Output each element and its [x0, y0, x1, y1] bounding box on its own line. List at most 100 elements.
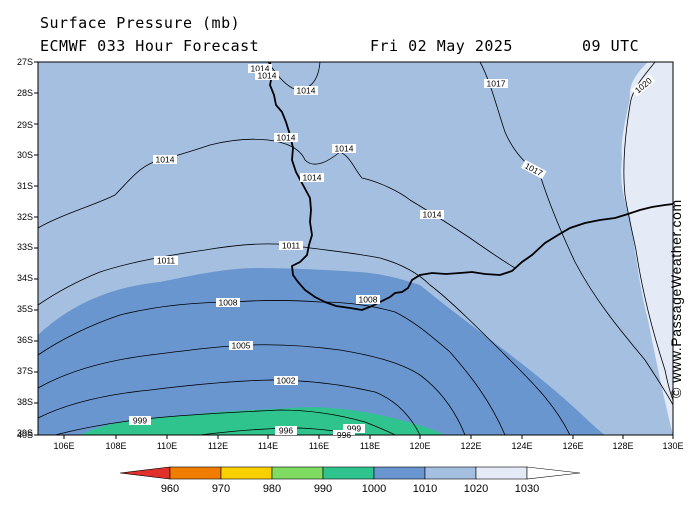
lat-label: 37S: [17, 366, 33, 376]
svg-text:1014: 1014: [423, 210, 442, 220]
isobar-1008: [38, 300, 506, 435]
isobar-label: 1011: [279, 241, 303, 251]
legend-swatch: [169, 466, 222, 480]
svg-text:1008: 1008: [359, 295, 378, 305]
svg-text:1011: 1011: [157, 256, 176, 266]
legend-value: 960: [161, 483, 179, 495]
isobar-label: 999: [129, 416, 151, 426]
legend-swatch: [271, 466, 324, 480]
lat-label: 38S: [17, 397, 33, 407]
legend-swatch: [475, 466, 528, 480]
map-title: Surface Pressure (mb): [40, 14, 241, 32]
svg-text:996: 996: [337, 430, 351, 440]
lat-label: 28S: [17, 88, 33, 98]
forecast-date: Fri 02 May 2025: [370, 37, 513, 55]
isobar-label: 1008: [356, 295, 380, 305]
isobar-999: [54, 409, 396, 435]
forecast-model: ECMWF 033 Hour Forecast: [40, 37, 260, 55]
svg-text:1014: 1014: [251, 64, 270, 74]
lon-label: 128E: [612, 441, 633, 451]
isobar-1002: [38, 379, 421, 435]
isobar-label: 1005: [229, 341, 253, 351]
lat-label: 35S: [17, 304, 33, 314]
svg-text:999: 999: [133, 416, 147, 426]
svg-text:1014: 1014: [277, 133, 296, 143]
isobar-label: 1014: [153, 155, 177, 165]
svg-text:1011: 1011: [282, 241, 301, 251]
lat-label: 30S: [17, 150, 33, 160]
lat-label: 40S: [17, 430, 33, 440]
legend-arrow-high: [526, 466, 581, 480]
isobar-label: 1014: [294, 86, 318, 96]
isobar-label: 1002: [274, 376, 298, 386]
lat-label: 39S: [17, 428, 33, 438]
svg-text:1017: 1017: [487, 79, 506, 89]
isobar-label: 996: [275, 426, 297, 436]
legend-value: 1030: [515, 483, 539, 495]
legend-swatch: [424, 466, 477, 480]
lat-label: 29S: [17, 120, 33, 130]
lon-label: 116E: [309, 441, 329, 451]
longitude-axis: 106E 108E 110E 112E 114E 116E 118E 120E …: [53, 435, 684, 451]
legend-value: 1010: [413, 483, 437, 495]
pressure-fills: [38, 62, 673, 435]
svg-text:1014: 1014: [258, 71, 277, 81]
forecast-time: 09 UTC: [582, 37, 640, 55]
isobar-1014-north: [267, 62, 321, 90]
isobar-label: 996: [333, 430, 355, 440]
lon-label: 110E: [157, 441, 177, 451]
lat-label: 34S: [17, 273, 33, 283]
legend-swatch: [220, 466, 273, 480]
isobar-label: 1014: [255, 71, 279, 81]
isobar-1005: [38, 344, 466, 435]
lat-label: 32S: [17, 212, 33, 222]
svg-text:1005: 1005: [232, 341, 251, 351]
svg-text:999: 999: [347, 424, 361, 434]
isobar-label: 1017: [484, 79, 508, 89]
lon-label: 126E: [562, 441, 583, 451]
legend-value: 990: [314, 483, 332, 495]
svg-text:1002: 1002: [277, 376, 296, 386]
watermark: © www.PassageWeather.com: [668, 199, 684, 398]
fill-1000-1010: [38, 268, 605, 435]
isobar-1017: [479, 62, 673, 406]
lat-label: 31S: [17, 181, 33, 191]
legend-swatch: [322, 466, 375, 480]
lon-label: 122E: [460, 441, 481, 451]
isobar-label: 999: [343, 424, 365, 434]
svg-text:996: 996: [279, 426, 293, 436]
latitude-axis: 27S 28S 29S 30S 31S 32S 33S 34S 35S 36S …: [17, 57, 38, 440]
lon-label: 118E: [360, 441, 380, 451]
isobar-label: 1014: [300, 173, 324, 183]
lon-label: 108E: [105, 441, 126, 451]
lat-label: 27S: [17, 57, 33, 67]
isobar-label: 1014: [248, 64, 272, 74]
isobar-1011: [38, 243, 571, 435]
lon-label: 114E: [258, 441, 278, 451]
lon-label: 124E: [511, 441, 532, 451]
color-legend: 960 970 980 990 1000 1010 1020 1030: [119, 466, 581, 495]
isobar-label: 1014: [274, 133, 298, 143]
australia-west-coast: [269, 62, 673, 311]
isobar-label: 1014: [420, 210, 444, 220]
isobar-1020: [623, 62, 673, 401]
lon-label: 112E: [208, 441, 228, 451]
svg-text:1014: 1014: [303, 173, 322, 183]
legend-value: 970: [212, 483, 230, 495]
legend-value: 1000: [362, 483, 386, 495]
fill-1020-1030: [621, 62, 673, 435]
lon-label: 106E: [53, 441, 74, 451]
svg-text:1014: 1014: [156, 155, 175, 165]
isobar-label: 1011: [154, 256, 178, 266]
lon-label: 120E: [409, 441, 430, 451]
lat-label: 33S: [17, 242, 33, 252]
lat-label: 36S: [17, 335, 33, 345]
lon-label: 130E: [662, 441, 683, 451]
legend-value: 1020: [464, 483, 488, 495]
svg-text:1008: 1008: [219, 298, 238, 308]
svg-text:1014: 1014: [335, 144, 354, 154]
isobar-label: 1014: [332, 144, 356, 154]
isobars: [38, 62, 673, 435]
legend-value: 980: [263, 483, 281, 495]
